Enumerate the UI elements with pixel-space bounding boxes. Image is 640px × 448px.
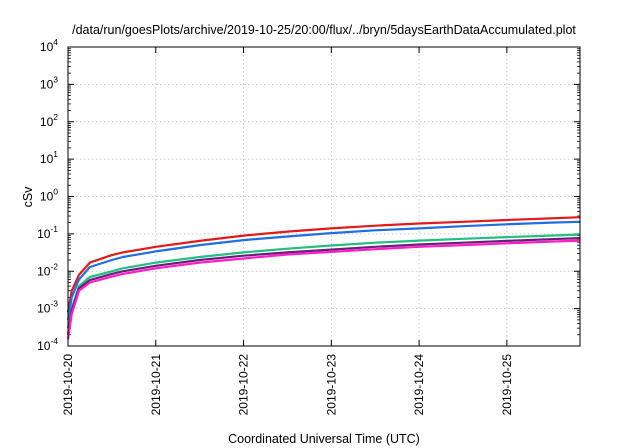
y-tick-base: 10	[40, 40, 54, 54]
y-tick-base: 10	[40, 115, 54, 129]
y-tick-exponent: 2	[53, 112, 58, 122]
y-tick-label: 101	[40, 149, 58, 166]
data-series	[66, 216, 581, 340]
x-tick-label: 2019-10-23	[324, 354, 338, 416]
y-tick-base: 10	[37, 339, 51, 353]
y-tick-base: 10	[40, 190, 54, 204]
y-tick-label: 103	[40, 74, 58, 91]
x-tick-label: 2019-10-20	[61, 354, 75, 416]
series-line-5	[66, 239, 581, 340]
x-tick-label: 2019-10-21	[149, 354, 163, 416]
y-tick-exponent: -1	[50, 224, 58, 234]
series-line-2	[66, 220, 581, 321]
y-tick-label: 100	[40, 187, 58, 204]
y-tick-base: 10	[37, 227, 51, 241]
y-tick-base: 10	[40, 77, 54, 91]
series-line-1	[66, 216, 581, 313]
y-tick-base: 10	[40, 152, 54, 166]
y-tick-exponent: 0	[53, 187, 58, 197]
x-tick-label: 2019-10-25	[500, 354, 514, 416]
x-axis-label: Coordinated Universal Time (UTC)	[228, 432, 420, 446]
y-tick-label: 10-3	[37, 299, 58, 316]
y-tick-label: 102	[40, 112, 58, 129]
x-tick-label: 2019-10-22	[237, 354, 251, 416]
series-line-4	[66, 237, 581, 335]
y-tick-label: 104	[40, 37, 58, 54]
y-tick-exponent: -2	[50, 261, 58, 271]
y-tick-exponent: -3	[50, 299, 58, 309]
y-axis-label: cSv	[21, 186, 35, 208]
series-line-3	[66, 233, 581, 329]
y-tick-exponent: -4	[50, 336, 58, 346]
plot-frame	[67, 46, 581, 347]
y-tick-exponent: 1	[53, 149, 58, 159]
x-tick-label: 2019-10-24	[412, 354, 426, 416]
chart-title: /data/run/goesPlots/archive/2019-10-25/2…	[72, 23, 576, 37]
x-tick-labels: 2019-10-20 2019-10-21 2019-10-22 2019-10-23…	[61, 354, 514, 416]
y-tick-base: 10	[37, 302, 51, 316]
grid-lines	[67, 46, 580, 347]
y-tick-exponent: 4	[53, 37, 58, 47]
y-tick-label: 10-1	[37, 224, 58, 241]
y-tick-label: 10-4	[37, 336, 58, 353]
y-tick-base: 10	[37, 264, 51, 278]
y-tick-label: 10-2	[37, 261, 58, 278]
y-tick-exponent: 3	[53, 74, 58, 84]
